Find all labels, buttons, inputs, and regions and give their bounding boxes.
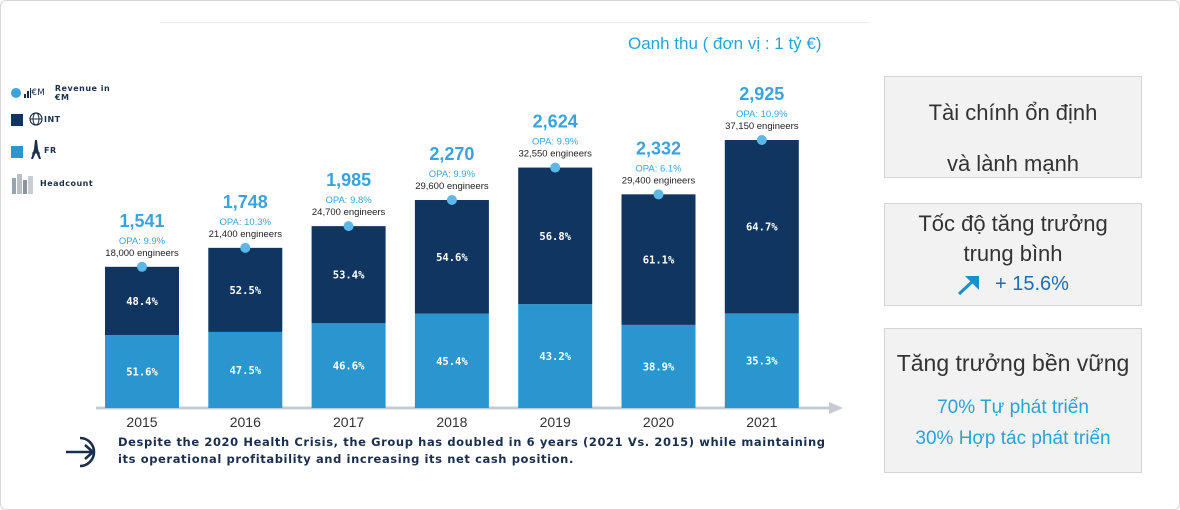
eiffel-tower-icon	[11, 140, 41, 159]
bar-int-2018	[414, 200, 489, 314]
revenue-value-2015: 1,541	[119, 211, 164, 231]
legend-item-headcount: Headcount	[10, 172, 93, 194]
label-int-2020: 61.1%	[643, 255, 675, 267]
buildings-icon	[12, 174, 33, 194]
label-fr-2017: 46.6%	[333, 361, 365, 373]
headcount-2020: 29,400 engineers	[622, 175, 696, 186]
card-growth-line1: Tốc độ tăng trưởng	[918, 211, 1108, 236]
chart-legend: €M Revenue in €M INT FR Headcount	[10, 84, 120, 194]
x-tick-2018: 2018	[436, 414, 467, 430]
label-fr-2020: 38.9%	[643, 361, 675, 373]
revenue-value-2021: 2,925	[739, 84, 784, 104]
revenue-marker-2018	[446, 195, 457, 206]
x-tick-2019: 2019	[540, 414, 571, 430]
card-financial-line2: và lành mạnh	[946, 151, 1080, 176]
label-int-2021: 64.7%	[746, 222, 778, 234]
revenue-marker-2017	[343, 221, 354, 232]
bar-fr-2017	[311, 323, 386, 408]
label-fr-2021: 35.3%	[746, 356, 778, 368]
legend-label-revenue: Revenue in €M	[54, 84, 111, 102]
revenue-marker-2020	[653, 189, 664, 200]
headcount-2019: 32,550 engineers	[518, 149, 592, 160]
label-int-2018: 54.6%	[436, 252, 468, 264]
bar-int-2015	[105, 266, 179, 336]
opa-2017: OPA: 9.8%	[325, 195, 372, 206]
growth-value: + 15.6%	[995, 273, 1069, 295]
opa-2021: OPA: 10.9%	[736, 109, 788, 120]
unit-label: Oanh thu ( đơn vị : 1 tỷ €)	[628, 34, 822, 53]
revenue-value-2016: 1,748	[223, 192, 268, 212]
card-financial-line1: Tài chính ổn định	[928, 100, 1098, 125]
revenue-value-2018: 2,270	[429, 144, 474, 164]
growth-value-row: + 15.6%	[885, 273, 1141, 296]
bar-fr-2015	[105, 335, 179, 408]
opa-2016: OPA: 10.3%	[220, 217, 272, 228]
revenue-marker-2015	[137, 261, 147, 272]
bar-int-2020	[621, 194, 696, 325]
x-tick-2021: 2021	[746, 414, 777, 430]
arrow-up-right-icon	[957, 275, 980, 295]
card-financial-stability: Tài chính ổn định và lành mạnh	[884, 76, 1142, 178]
revenue-marker-2021	[756, 135, 767, 145]
globe-icon	[11, 112, 43, 126]
label-fr-2019: 43.2%	[539, 351, 571, 363]
card-sustainable-title: Tăng trưởng bền vững	[896, 350, 1130, 376]
label-fr-2018: 45.4%	[436, 356, 468, 368]
headcount-2018: 29,600 engineers	[415, 181, 489, 192]
card-sustainable-growth: Tăng trưởng bền vững 70% Tự phát triển 3…	[884, 328, 1142, 473]
bar-fr-2019	[518, 304, 593, 408]
opa-2018: OPA: 9.9%	[429, 169, 476, 180]
bar-int-2021	[724, 140, 799, 314]
top-divider	[160, 22, 870, 23]
opa-2015: OPA: 9.9%	[119, 236, 166, 247]
bar-fr-2021	[724, 313, 799, 408]
opa-2020: OPA: 6.1%	[635, 163, 682, 174]
headcount-2021: 37,150 engineers	[725, 121, 799, 132]
revenue-icon	[11, 88, 32, 98]
legend-label-headcount: Headcount	[40, 178, 94, 188]
footer-note: Despite the 2020 Health Crisis, the Grou…	[118, 435, 826, 466]
label-int-2015: 48.4%	[126, 296, 158, 308]
headcount-2017: 24,700 engineers	[312, 207, 386, 218]
card-sustainable-line1: 70% Tự phát triển	[937, 397, 1089, 418]
card-growth-rate: Tốc độ tăng trưởng trung bình + 15.6%	[884, 203, 1142, 306]
revenue-marker-2016	[240, 242, 251, 253]
label-int-2017: 53.4%	[333, 270, 365, 282]
bar-int-2019	[518, 167, 593, 305]
opa-2019: OPA: 9.9%	[532, 137, 579, 148]
bar-int-2017	[311, 226, 386, 324]
x-tick-2015: 2015	[126, 414, 157, 430]
legend-item-fr: FR	[10, 139, 57, 161]
x-tick-2016: 2016	[230, 414, 261, 430]
revenue-value-2019: 2,624	[533, 112, 578, 132]
revenue-marker-2019	[550, 162, 561, 173]
revenue-value-2017: 1,985	[326, 170, 371, 190]
legend-item-revenue: €M Revenue in €M	[10, 84, 120, 102]
label-fr-2016: 47.5%	[229, 365, 261, 377]
label-fr-2015: 51.6%	[126, 367, 158, 379]
card-sustainable-line2: 30% Hợp tác phát triển	[915, 428, 1111, 449]
legend-label-int: INT	[44, 114, 61, 124]
revenue-value-2020: 2,332	[636, 138, 681, 158]
bar-fr-2018	[414, 313, 489, 408]
legend-item-int: INT	[10, 110, 61, 128]
x-tick-2017: 2017	[333, 414, 364, 430]
label-int-2019: 56.8%	[539, 231, 571, 243]
label-int-2016: 52.5%	[229, 285, 261, 297]
bar-fr-2016	[208, 331, 283, 408]
card-growth-line2: trung bình	[963, 241, 1063, 266]
bar-fr-2020	[621, 324, 696, 408]
euro-icon: €M	[31, 88, 45, 98]
x-tick-2020: 2020	[643, 414, 674, 430]
headcount-2016: 21,400 engineers	[209, 229, 283, 240]
x-axis-arrowhead	[829, 402, 843, 414]
arrow-right-circle-icon	[66, 436, 96, 468]
bar-int-2016	[208, 247, 283, 332]
headcount-2015: 18,000 engineers	[105, 248, 179, 259]
legend-label-fr: FR	[44, 145, 57, 155]
